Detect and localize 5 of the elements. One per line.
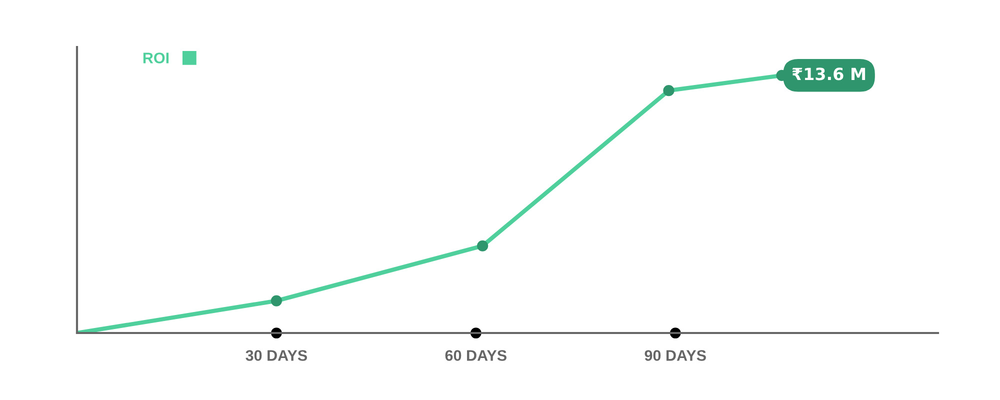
data-label: ₹13.6 M [792,68,866,80]
x-tick-label: 60 DAYS [445,350,506,361]
legend-label: ROI [143,52,169,64]
x-tick-label: 90 DAYS [644,350,706,361]
x-tick-label: 30 DAYS [246,350,308,361]
